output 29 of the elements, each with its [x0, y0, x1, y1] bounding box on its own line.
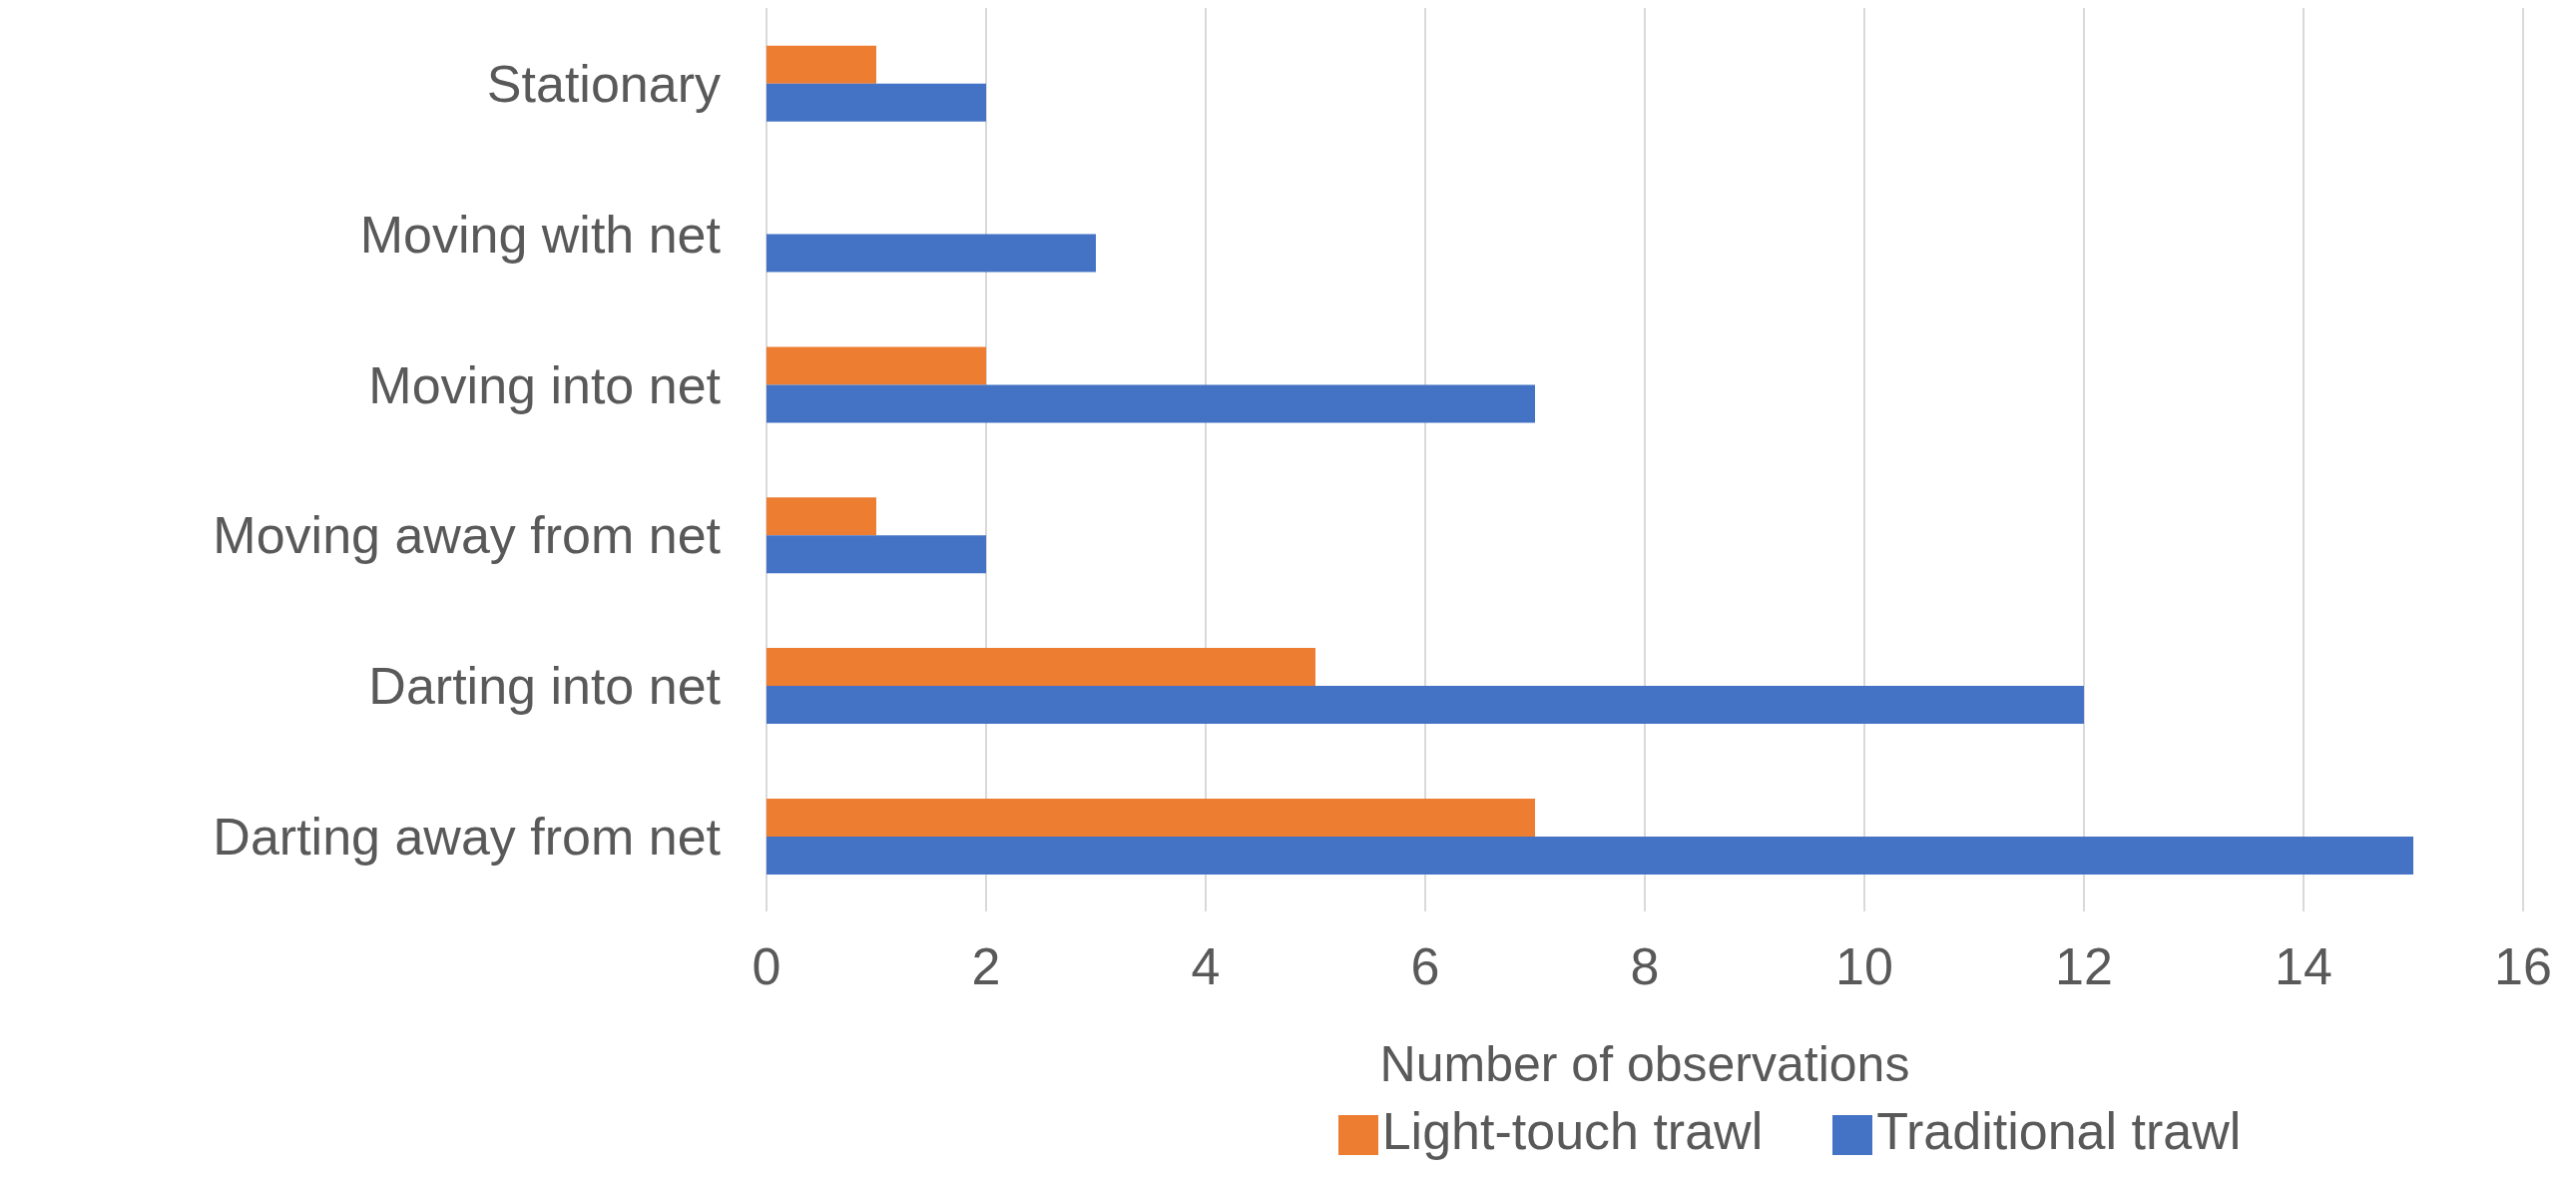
bar	[767, 234, 1096, 273]
bar	[767, 346, 986, 385]
x-tick-label: 6	[1410, 936, 1440, 995]
x-tick-label: 0	[752, 936, 781, 995]
bar	[767, 45, 876, 84]
y-tick-label: Darting away from net	[213, 808, 722, 867]
y-tick-label: Moving with net	[359, 205, 722, 264]
y-tick-label: Moving away from net	[213, 506, 722, 565]
bar	[767, 648, 1315, 687]
bar	[767, 535, 986, 574]
x-tick-label: 12	[2055, 936, 2113, 995]
y-tick-label: Darting into net	[368, 657, 722, 716]
x-tick-label: 14	[2275, 936, 2332, 995]
x-axis-title: Number of observations	[1379, 1036, 1910, 1092]
y-tick-label: Moving into net	[368, 355, 722, 414]
legend-label: Light-touch trawl	[1381, 1102, 1764, 1160]
bar	[767, 83, 986, 122]
legend-label: Traditional trawl	[1876, 1102, 2242, 1160]
x-tick-label: 8	[1630, 936, 1660, 995]
bar	[767, 686, 2084, 725]
x-tick-label: 2	[971, 936, 1001, 995]
bar	[767, 384, 1535, 423]
x-tick-label: 10	[1835, 936, 1893, 995]
bar	[767, 798, 1535, 837]
y-tick-label: Stationary	[486, 54, 721, 113]
x-tick-label: 16	[2494, 936, 2552, 995]
bar	[767, 836, 2413, 875]
x-tick-label: 4	[1191, 936, 1221, 995]
bar	[767, 497, 876, 536]
